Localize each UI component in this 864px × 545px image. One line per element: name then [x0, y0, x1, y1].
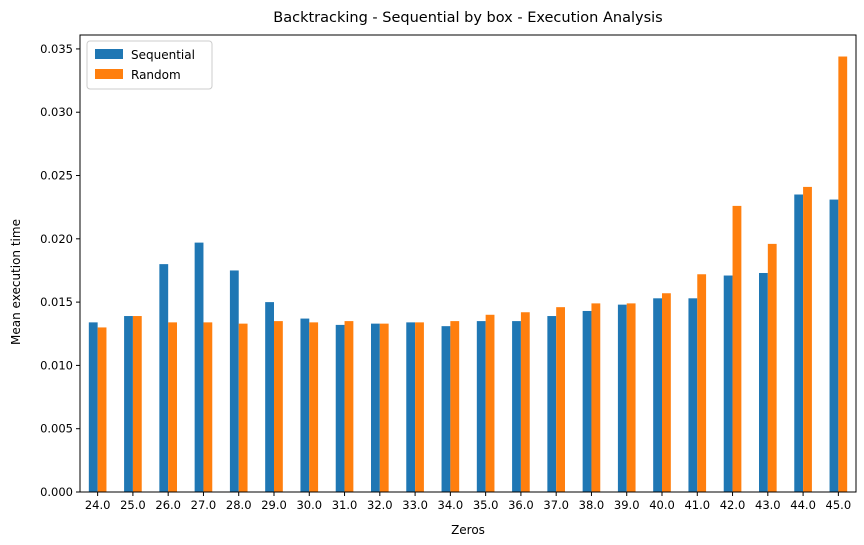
bar-sequential-39.0 [617, 304, 627, 492]
x-tick-label: 24.0 [85, 498, 111, 512]
x-tick-label: 43.0 [755, 498, 781, 512]
bar-sequential-44.0 [794, 194, 804, 492]
bar-sequential-25.0 [124, 316, 133, 492]
x-tick-label: 37.0 [543, 498, 569, 512]
x-axis: 24.0 25.0 26.0 27.0 28.0 29.0 30.0 31.0 32.0 33.0… [85, 492, 851, 512]
x-tick-label: 38.0 [579, 498, 605, 512]
x-tick-label: 36.0 [508, 498, 534, 512]
bar-random-34.0 [450, 321, 460, 492]
x-tick-label: 41.0 [684, 498, 710, 512]
x-tick-label: 39.0 [614, 498, 640, 512]
bar-sequential-34.0 [441, 326, 451, 492]
bar-sequential-36.0 [512, 321, 521, 492]
x-tick-label: 27.0 [191, 498, 217, 512]
bar-random-45.0 [838, 56, 848, 493]
bar-random-40.0 [662, 293, 671, 492]
y-tick-label: 0.000 [40, 485, 73, 499]
y-axis-label: Mean execution time [9, 219, 23, 345]
x-tick-label: 32.0 [367, 498, 393, 512]
x-tick-label: 25.0 [120, 498, 146, 512]
bar-sequential-31.0 [335, 324, 345, 492]
chart-title: Backtracking - Sequential by box - Execu… [273, 10, 662, 26]
x-tick-label: 31.0 [332, 498, 358, 512]
bar-random-44.0 [803, 186, 812, 492]
plot-frame [79, 34, 857, 493]
plot-area [79, 34, 857, 493]
x-tick-label: 44.0 [790, 498, 816, 512]
bar-sequential-32.0 [371, 323, 380, 492]
bar-random-30.0 [309, 322, 319, 492]
bar-random-28.0 [238, 323, 248, 492]
y-tick-label: 0.035 [40, 42, 73, 56]
bar-sequential-29.0 [265, 302, 274, 492]
x-tick-label: 33.0 [402, 498, 428, 512]
bar-random-35.0 [485, 314, 495, 492]
bar-random-42.0 [732, 205, 742, 492]
bar-sequential-45.0 [829, 199, 839, 492]
x-tick-label: 29.0 [261, 498, 287, 512]
bar-random-27.0 [203, 322, 213, 492]
bar-random-38.0 [591, 303, 601, 492]
bar-random-41.0 [697, 274, 707, 492]
y-axis: 0.000 0.005 0.010 0.015 0.020 0.025 0.030 0.035 [40, 42, 80, 499]
x-tick-label: 26.0 [155, 498, 181, 512]
bar-sequential-38.0 [582, 310, 592, 492]
bar-random-43.0 [767, 243, 777, 492]
legend-label-sequential: Sequential [131, 48, 195, 62]
x-tick-label: 42.0 [720, 498, 746, 512]
bar-random-32.0 [379, 323, 389, 492]
bar-sequential-33.0 [406, 322, 416, 492]
x-tick-label: 30.0 [296, 498, 322, 512]
x-axis-label: Zeros [451, 523, 485, 537]
bar-sequential-35.0 [476, 321, 486, 492]
bar-sequential-28.0 [229, 270, 239, 492]
bar-sequential-27.0 [194, 242, 204, 492]
x-tick-label: 45.0 [826, 498, 852, 512]
bar-random-39.0 [626, 303, 636, 492]
bar-sequential-40.0 [653, 298, 662, 492]
bar-sequential-37.0 [547, 316, 557, 492]
y-tick-label: 0.005 [40, 422, 73, 436]
bar-random-24.0 [97, 327, 107, 492]
legend-swatch-random [95, 69, 123, 79]
y-tick-label: 0.015 [40, 295, 73, 309]
x-tick-label: 28.0 [226, 498, 252, 512]
bar-random-31.0 [344, 321, 354, 492]
bar-random-25.0 [132, 316, 142, 492]
x-tick-label: 35.0 [473, 498, 499, 512]
bar-random-37.0 [556, 307, 565, 492]
y-tick-label: 0.020 [40, 232, 73, 246]
y-tick-label: 0.025 [40, 169, 73, 183]
x-tick-label: 34.0 [438, 498, 464, 512]
bar-sequential-30.0 [300, 318, 310, 492]
y-tick-label: 0.030 [40, 105, 73, 119]
x-tick-label: 40.0 [649, 498, 675, 512]
bar-sequential-43.0 [759, 272, 768, 492]
bar-random-33.0 [415, 322, 424, 492]
bar-random-26.0 [168, 322, 177, 492]
bar-sequential-24.0 [88, 322, 98, 492]
bar-sequential-42.0 [723, 275, 733, 492]
bar-sequential-41.0 [688, 298, 698, 492]
y-tick-label: 0.010 [40, 358, 73, 372]
legend-label-random: Random [131, 68, 181, 82]
bar-sequential-26.0 [159, 264, 169, 492]
legend-swatch-sequential [95, 49, 123, 59]
bar-random-36.0 [520, 312, 530, 492]
legend: Sequential Random [86, 40, 213, 90]
bar-random-29.0 [274, 321, 283, 492]
